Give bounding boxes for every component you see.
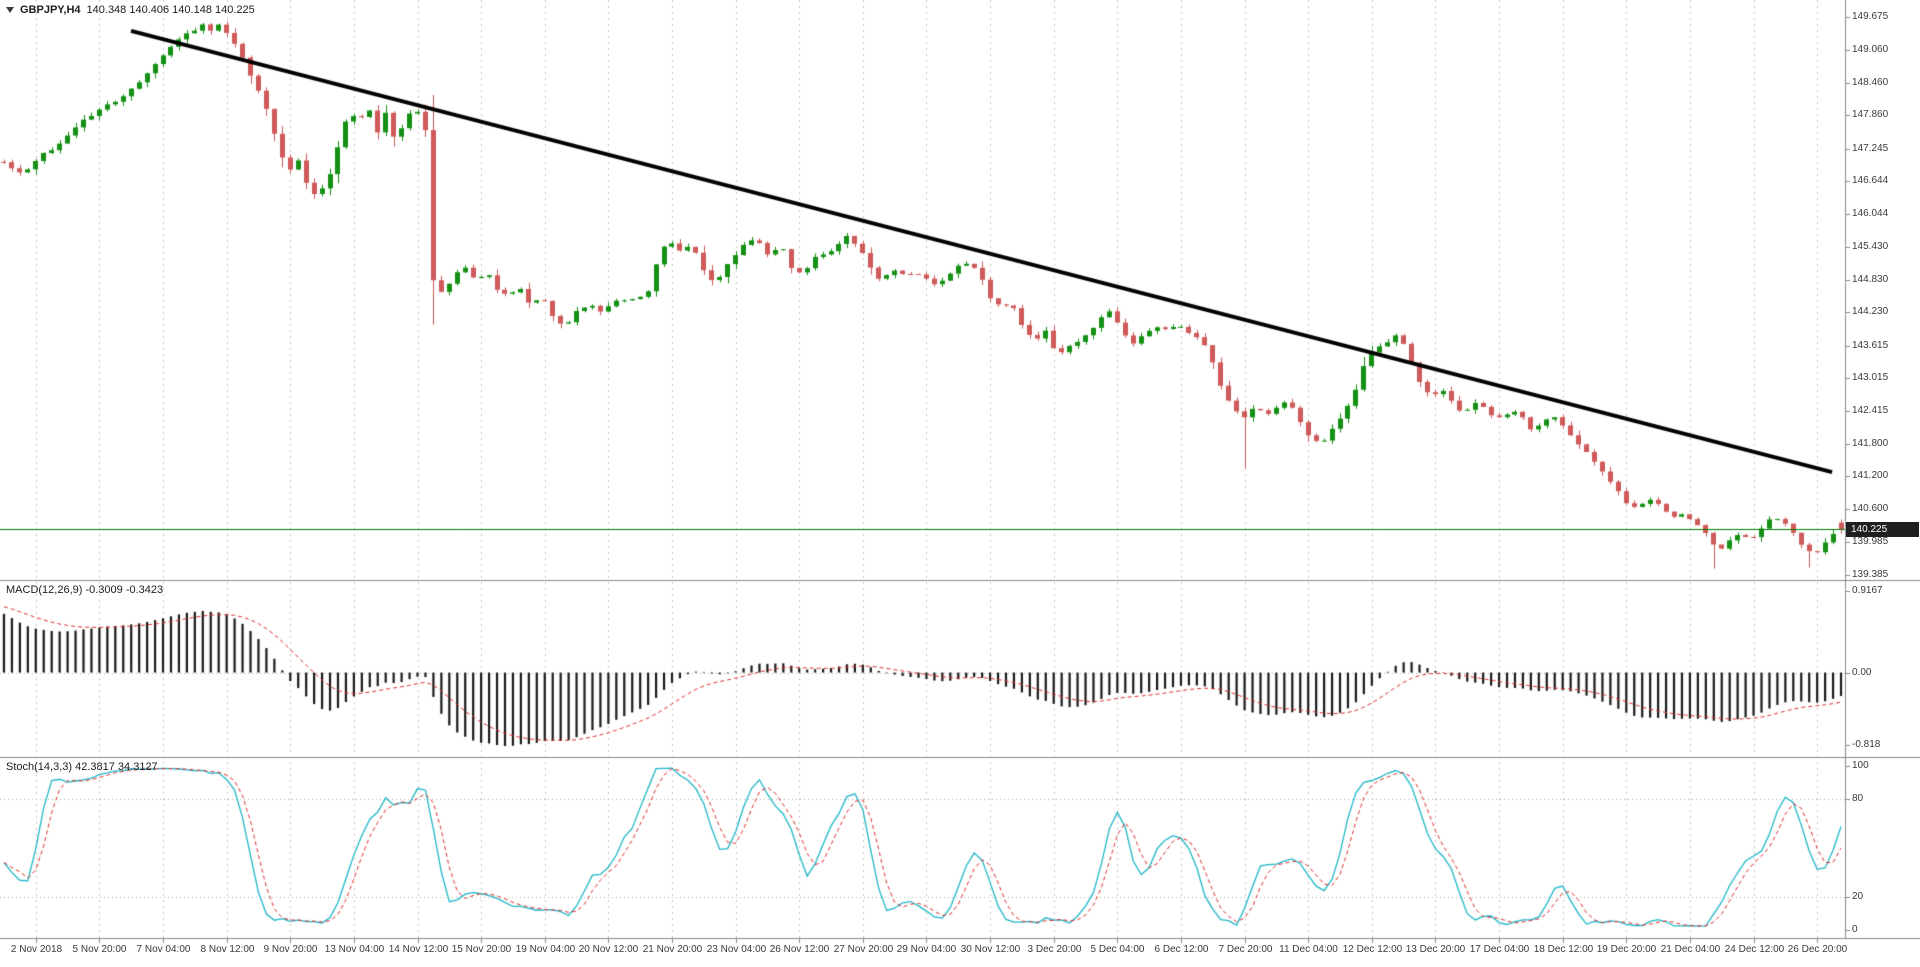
time-axis-label: 21 Nov 20:00 [642, 944, 703, 955]
price-axis-label: 141.200 [1852, 470, 1889, 482]
price-axis-label: 141.800 [1852, 437, 1889, 449]
time-axis-label: 14 Nov 12:00 [388, 944, 449, 955]
time-axis-label: 20 Nov 12:00 [578, 944, 639, 955]
time-axis-label: 26 Nov 12:00 [769, 944, 830, 955]
time-axis-label: 12 Dec 12:00 [1342, 944, 1403, 955]
time-axis-label: 11 Dec 04:00 [1279, 944, 1338, 955]
time-axis-label: 7 Dec 20:00 [1218, 944, 1273, 955]
time-axis-label: 13 Dec 20:00 [1405, 944, 1466, 955]
time-axis-label: 23 Nov 04:00 [706, 944, 767, 955]
time-axis-label: 13 Nov 04:00 [324, 944, 385, 955]
ohlc-values-label: 140.348 140.406 140.148 140.225 [86, 4, 255, 16]
time-axis-label: 17 Dec 04:00 [1469, 944, 1530, 955]
time-axis-label: 19 Nov 04:00 [515, 944, 576, 955]
time-axis-label: 27 Nov 20:00 [833, 944, 894, 955]
price-axis-label: 20 [1852, 891, 1864, 903]
time-axis-label: 21 Dec 04:00 [1660, 944, 1721, 955]
price-axis-label: 0 [1852, 923, 1858, 935]
time-axis-label: 7 Nov 04:00 [136, 944, 191, 955]
time-axis-label: 2 Nov 2018 [10, 944, 63, 955]
time-axis-label: 24 Dec 12:00 [1724, 944, 1785, 955]
price-axis-label: 146.044 [1852, 207, 1889, 219]
time-axis-label: 19 Dec 20:00 [1596, 944, 1657, 955]
time-axis-label: 18 Dec 12:00 [1533, 944, 1594, 955]
time-axis-label: 9 Nov 20:00 [263, 944, 318, 955]
price-axis-label: 149.060 [1852, 44, 1889, 56]
chart-dropdown-icon[interactable] [6, 7, 14, 13]
price-axis-label: 146.644 [1852, 175, 1889, 187]
price-axis-label: -0.818 [1852, 739, 1881, 751]
time-axis-label: 15 Nov 20:00 [451, 944, 512, 955]
time-axis-label: 5 Nov 20:00 [72, 944, 127, 955]
symbol-timeframe-label: GBPJPY,H4 [20, 4, 81, 16]
price-axis-label: 149.675 [1852, 11, 1889, 23]
time-axis-label: 6 Dec 12:00 [1154, 944, 1209, 955]
price-axis-label: 0.00 [1852, 666, 1872, 678]
time-axis-label: 29 Nov 04:00 [896, 944, 957, 955]
price-axis-label: 143.015 [1852, 372, 1889, 384]
current-price-tag: 140.225 [1846, 521, 1919, 537]
price-axis-label: 139.985 [1852, 536, 1889, 548]
price-axis-label: 144.830 [1852, 273, 1889, 285]
time-axis-label: 26 Dec 20:00 [1787, 944, 1848, 955]
price-axis[interactable]: 149.675 149.060 148.460 147.860 147.245 146.6… [1845, 0, 1920, 938]
stoch-indicator-title: Stoch(14,3,3) 42.3817 34.3127 [6, 761, 158, 773]
symbol-line: GBPJPY,H4 140.348 140.406 140.148 140.22… [6, 3, 255, 17]
price-axis-label: 147.245 [1852, 142, 1889, 154]
price-axis-label: 142.415 [1852, 404, 1889, 416]
price-axis-label: 143.615 [1852, 339, 1889, 351]
time-axis-label: 8 Nov 12:00 [200, 944, 255, 955]
price-axis-label: 148.460 [1852, 76, 1889, 88]
price-axis-label: 147.860 [1852, 109, 1889, 121]
time-axis-label: 5 Dec 04:00 [1090, 944, 1145, 955]
time-axis[interactable]: 2 Nov 2018 5 Nov 20:00 7 Nov 04:00 8 Nov 12… [0, 939, 1848, 967]
price-axis-label: 0.9167 [1852, 585, 1883, 597]
macd-indicator-title: MACD(12,26,9) -0.3009 -0.3423 [6, 584, 164, 596]
price-axis-label: 144.230 [1852, 306, 1889, 318]
time-axis-label: 3 Dec 20:00 [1027, 944, 1082, 955]
price-axis-label: 80 [1852, 792, 1864, 804]
price-axis-label: 140.600 [1852, 502, 1889, 514]
time-axis-label: 30 Nov 12:00 [960, 944, 1021, 955]
price-axis-label: 145.430 [1852, 241, 1889, 253]
price-axis-label: 100 [1852, 760, 1869, 772]
price-axis-label: 139.385 [1852, 568, 1889, 580]
